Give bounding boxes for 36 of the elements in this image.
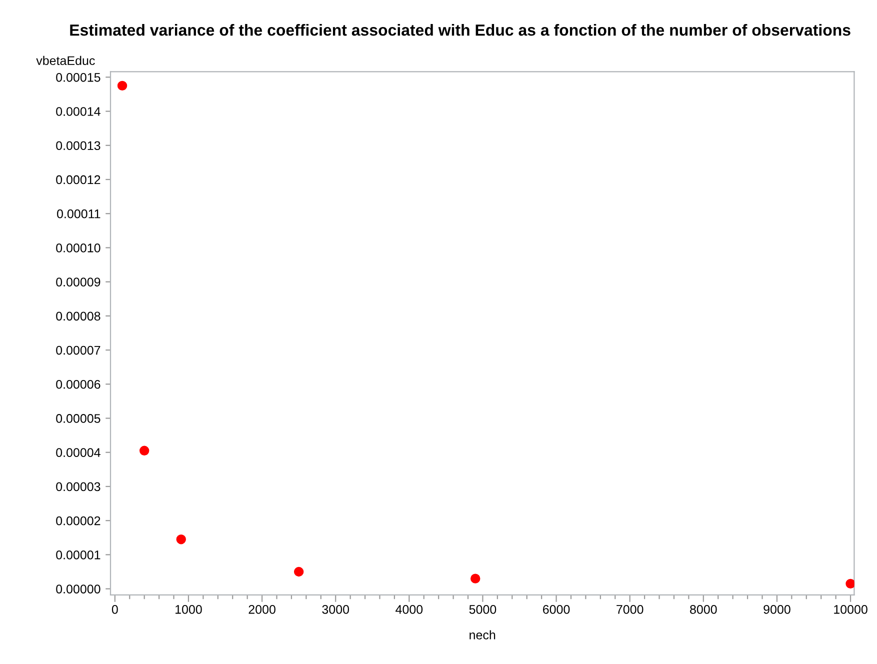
x-tick-label: 2000 xyxy=(248,604,276,614)
point xyxy=(470,574,480,584)
chart-title: Estimated variance of the coefficient associated with Educ as a fonction of the number of observations xyxy=(70,24,850,36)
x-axis-title: nech xyxy=(470,630,496,640)
y-tick-label: 0.00004 xyxy=(56,448,100,458)
y-tick-label: 0.00001 xyxy=(56,550,100,560)
y-tick-label: 0.00010 xyxy=(56,244,100,252)
y-tick-label: 0.00007 xyxy=(56,346,100,355)
y-axis-title: vbetaEduc xyxy=(36,56,95,66)
y-tick-label: 0.00003 xyxy=(56,482,100,492)
y-tick-label: 0.00015 xyxy=(56,72,100,82)
y-tick-label: 0.00012 xyxy=(56,175,100,184)
x-tick-label: 3000 xyxy=(322,604,350,614)
y-tick-label: 0.00005 xyxy=(56,414,100,423)
x-tick-label: 7000 xyxy=(616,604,644,614)
x-tick-label: 4000 xyxy=(396,604,423,614)
point xyxy=(176,534,186,544)
y-tick-label: 0.00013 xyxy=(56,141,100,150)
x-tick-label: 10000 xyxy=(834,604,868,614)
point xyxy=(846,578,854,589)
y-tick-label: 0.00014 xyxy=(56,107,100,116)
x-tick-label: 9000 xyxy=(764,604,790,614)
y-tick-label: 0.00009 xyxy=(56,278,100,286)
x-tick-label: 8000 xyxy=(690,604,717,614)
point xyxy=(139,446,150,456)
x-tick-label: 5000 xyxy=(469,604,496,614)
x-tick-label: 6000 xyxy=(543,604,570,614)
x-tick-label: 0 xyxy=(112,604,118,614)
y-tick-label: 0.00011 xyxy=(57,209,100,218)
point xyxy=(294,566,304,577)
y-tick-label: 0.00000 xyxy=(56,584,100,594)
point xyxy=(117,80,128,91)
y-tick-label: 0.00002 xyxy=(56,516,100,526)
y-tick-label: 0.00006 xyxy=(56,380,100,389)
y-tick-label: 0.00008 xyxy=(56,312,100,321)
x-tick-label: 1000 xyxy=(176,604,202,614)
